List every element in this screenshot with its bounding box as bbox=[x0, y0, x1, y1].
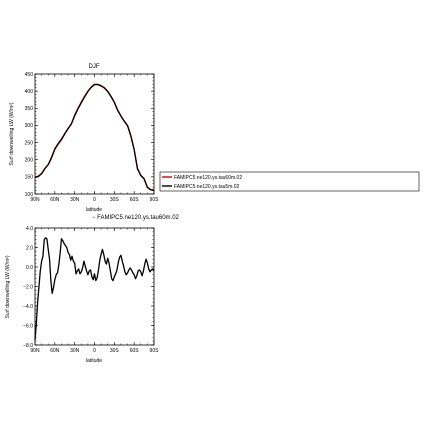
bottom-x-tick-label: 0 bbox=[93, 348, 96, 354]
top-y-tick-label: 400 bbox=[25, 89, 34, 95]
bottom-y-axis-label: Surf downwelling LW (W/m²) bbox=[5, 255, 11, 318]
top-y-tick-label: 100 bbox=[25, 192, 34, 198]
top-x-tick-label: 30N bbox=[70, 197, 80, 203]
legend-label-tau5m: FAMIPC5.ne120.ys.tau5m.02 bbox=[174, 184, 240, 190]
bottom-y-axis: −8.0 −6.0 −4.0 −2.0 0.0 2.0 4.0 bbox=[23, 226, 154, 349]
top-y-tick-label: 150 bbox=[25, 175, 34, 181]
bottom-y-tick-label: 4.0 bbox=[26, 226, 33, 232]
top-x-tick-label: 30S bbox=[110, 197, 120, 203]
legend-box bbox=[159, 171, 420, 192]
bottom-chart-title: − FAMIPC5.ne120.ys.tau60m.02 bbox=[92, 215, 180, 221]
bottom-x-tick-label: 90S bbox=[150, 348, 160, 354]
top-series-line-1 bbox=[34, 83, 155, 191]
top-x-tick-label: 90N bbox=[30, 197, 40, 203]
bottom-x-tick-label: 60S bbox=[130, 348, 140, 354]
legend-label-tau60m: FAMIPC5.ne120.ys.tau60m.02 bbox=[174, 175, 242, 181]
top-y-axis: 100 150 200 250 300 350 400 450 bbox=[25, 72, 154, 198]
top-y-axis-label: Surf downwelling LW (W/m²) bbox=[9, 102, 15, 165]
top-x-axis: 90N 60N 30N 0 30S 60S 90S bbox=[30, 74, 159, 203]
bottom-y-tick-label: 2.0 bbox=[26, 245, 33, 251]
bottom-x-tick-label: 30N bbox=[70, 348, 80, 354]
top-x-tick-label: 0 bbox=[93, 197, 96, 203]
top-y-tick-label: 350 bbox=[25, 106, 34, 112]
bottom-y-tick-label: −2.0 bbox=[23, 284, 33, 290]
bottom-panel: − FAMIPC5.ne120.ys.tau60m.02 90N 60N 30N 0 3… bbox=[5, 215, 180, 364]
top-series-lines bbox=[34, 83, 155, 191]
top-panel: DJF 90N 60N 30N 0 30S 60S 90S 100 150 200 250 300 3… bbox=[9, 64, 159, 213]
legend: FAMIPC5.ne120.ys.tau60m.02 FAMIPC5.ne120… bbox=[159, 171, 420, 192]
top-y-tick-label: 200 bbox=[25, 158, 34, 164]
top-x-tick-label: 90S bbox=[150, 197, 160, 203]
top-x-tick-label: 60N bbox=[50, 197, 60, 203]
top-x-tick-label: 60S bbox=[130, 197, 140, 203]
bottom-y-tick-label: 0.0 bbox=[26, 265, 33, 271]
bottom-x-tick-label: 30S bbox=[110, 348, 120, 354]
top-x-axis-label: latitude bbox=[86, 207, 102, 213]
top-chart-title: DJF bbox=[89, 64, 100, 70]
bottom-x-tick-label: 90N bbox=[30, 348, 40, 354]
top-y-tick-label: 450 bbox=[25, 72, 34, 78]
bottom-x-axis: 90N 60N 30N 0 30S 60S 90S bbox=[30, 228, 159, 354]
bottom-x-axis-label: latitude bbox=[86, 358, 102, 364]
bottom-series-line-0 bbox=[34, 237, 155, 341]
bottom-x-tick-label: 60N bbox=[50, 348, 60, 354]
bottom-y-tick-label: −6.0 bbox=[23, 323, 33, 329]
top-y-tick-label: 300 bbox=[25, 123, 34, 129]
bottom-y-tick-label: −4.0 bbox=[23, 304, 33, 310]
bottom-series-lines bbox=[34, 237, 155, 341]
top-y-tick-label: 250 bbox=[25, 140, 34, 146]
bottom-y-tick-label: −8.0 bbox=[23, 343, 33, 349]
